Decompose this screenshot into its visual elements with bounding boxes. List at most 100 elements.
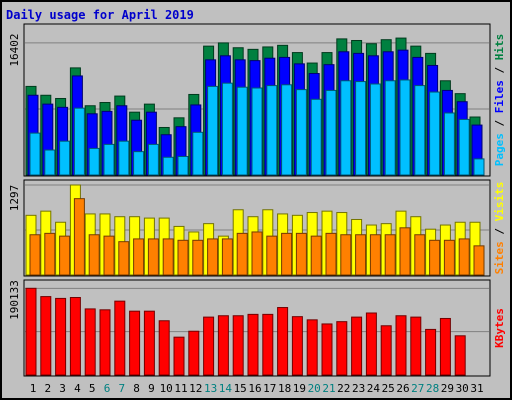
bar-pages-day-5 [88, 147, 100, 176]
bar-pages-day-18 [281, 84, 293, 176]
bar-kbytes-day-20 [306, 319, 318, 376]
bar-pages-day-3 [59, 140, 71, 176]
bar-sites-day-14 [221, 238, 233, 276]
bar-sites-day-5 [88, 234, 100, 276]
x-tick-label-day-26: 26 [396, 382, 409, 395]
bar-sites-day-17 [266, 235, 278, 276]
x-tick-label-day-27: 27 [411, 382, 424, 395]
x-tick-label-day-30: 30 [456, 382, 469, 395]
bar-sites-day-18 [281, 232, 293, 276]
bar-sites-day-20 [310, 235, 322, 276]
legend-sites: Sites [493, 241, 506, 274]
bar-kbytes-day-10 [158, 320, 170, 376]
x-tick-label-day-5: 5 [89, 382, 96, 395]
bar-pages-day-17 [266, 85, 278, 176]
x-tick-label-day-28: 28 [426, 382, 439, 395]
x-tick-label-day-9: 9 [148, 382, 155, 395]
middle-y-tick-label: 1297 [8, 185, 21, 212]
bar-sites-day-19 [295, 232, 307, 276]
x-tick-label-day-2: 2 [44, 382, 51, 395]
x-tick-label-day-11: 11 [174, 382, 187, 395]
bar-pages-day-15 [236, 86, 248, 176]
legend-pages: Pages [493, 133, 506, 166]
bar-kbytes-day-26 [395, 315, 407, 376]
legend-hits: Hits [493, 34, 506, 61]
bar-pages-day-10 [162, 156, 174, 176]
bar-pages-day-24 [369, 83, 381, 176]
bar-kbytes-day-6 [99, 309, 111, 376]
bar-kbytes-day-29 [439, 317, 451, 376]
bar-sites-day-28 [429, 239, 441, 276]
x-tick-label-day-15: 15 [234, 382, 247, 395]
x-tick-label-day-3: 3 [59, 382, 66, 395]
legend-files: Files [493, 80, 506, 113]
bar-sites-day-30 [458, 238, 470, 276]
bar-kbytes-day-4 [69, 297, 81, 376]
bar-kbytes-day-24 [365, 312, 377, 376]
bar-kbytes-day-7 [114, 300, 126, 376]
legend-middle: Sites / Visits [493, 182, 506, 275]
bar-kbytes-day-5 [84, 308, 96, 376]
bar-sites-day-31 [473, 245, 485, 276]
x-tick-label-day-21: 21 [322, 382, 335, 395]
bar-sites-day-27 [414, 234, 426, 276]
bar-pages-day-11 [177, 155, 189, 176]
x-tick-label-day-25: 25 [382, 382, 395, 395]
x-tick-label-day-8: 8 [133, 382, 140, 395]
bar-sites-day-2 [44, 232, 56, 276]
bar-pages-day-1 [29, 132, 41, 176]
bar-sites-day-7 [118, 241, 130, 276]
legend-kbytes: KBytes [493, 308, 506, 348]
bar-pages-day-16 [251, 87, 263, 176]
bar-sites-day-12 [192, 239, 204, 276]
bar-kbytes-day-30 [454, 335, 466, 376]
bar-pages-day-7 [118, 140, 130, 176]
bar-pages-day-13 [207, 85, 219, 176]
bar-pages-day-30 [458, 118, 470, 176]
x-tick-label-day-7: 7 [118, 382, 125, 395]
bar-sites-day-10 [162, 238, 174, 276]
bar-pages-day-21 [325, 89, 337, 176]
bar-kbytes-day-8 [129, 310, 141, 376]
bar-pages-day-28 [429, 91, 441, 176]
bar-pages-day-23 [355, 81, 367, 176]
legend-sep-2: / [493, 60, 506, 80]
chart-title: Daily usage for April 2019 [6, 8, 194, 22]
bar-sites-day-13 [207, 238, 219, 276]
bar-pages-day-20 [310, 98, 322, 176]
bar-kbytes-day-12 [188, 330, 200, 376]
x-tick-label-day-1: 1 [30, 382, 37, 395]
bar-sites-day-6 [103, 235, 115, 276]
legend-sep-1: / [493, 113, 506, 133]
bar-sites-day-1 [29, 234, 41, 276]
bar-kbytes-day-9 [143, 310, 155, 376]
bar-sites-day-4 [73, 198, 85, 276]
bar-sites-day-24 [369, 234, 381, 276]
bar-kbytes-day-21 [321, 323, 333, 376]
bar-pages-day-31 [473, 158, 485, 176]
x-tick-label-day-6: 6 [104, 382, 111, 395]
bar-pages-day-19 [295, 89, 307, 176]
legend-top: Pages / Files / Hits [493, 34, 506, 167]
bar-kbytes-day-16 [247, 313, 259, 376]
bar-sites-day-16 [251, 231, 263, 276]
bar-pages-day-4 [73, 107, 85, 176]
bar-pages-day-27 [414, 85, 426, 176]
x-tick-label-day-14: 14 [219, 382, 233, 395]
x-tick-label-day-10: 10 [160, 382, 173, 395]
bar-sites-day-15 [236, 232, 248, 276]
bar-pages-day-22 [340, 80, 352, 176]
bar-kbytes-day-25 [380, 325, 392, 376]
bar-pages-day-9 [147, 143, 159, 176]
bar-kbytes-day-13 [203, 316, 215, 376]
x-tick-label-day-16: 16 [248, 382, 261, 395]
x-tick-label-day-23: 23 [352, 382, 365, 395]
bar-sites-day-3 [59, 235, 71, 276]
x-tick-label-day-13: 13 [204, 382, 217, 395]
bar-kbytes-day-22 [336, 321, 348, 376]
x-tick-label-day-22: 22 [337, 382, 350, 395]
top-y-tick-label: 16402 [8, 33, 21, 66]
bar-pages-day-26 [399, 79, 411, 176]
bar-pages-day-25 [384, 80, 396, 176]
